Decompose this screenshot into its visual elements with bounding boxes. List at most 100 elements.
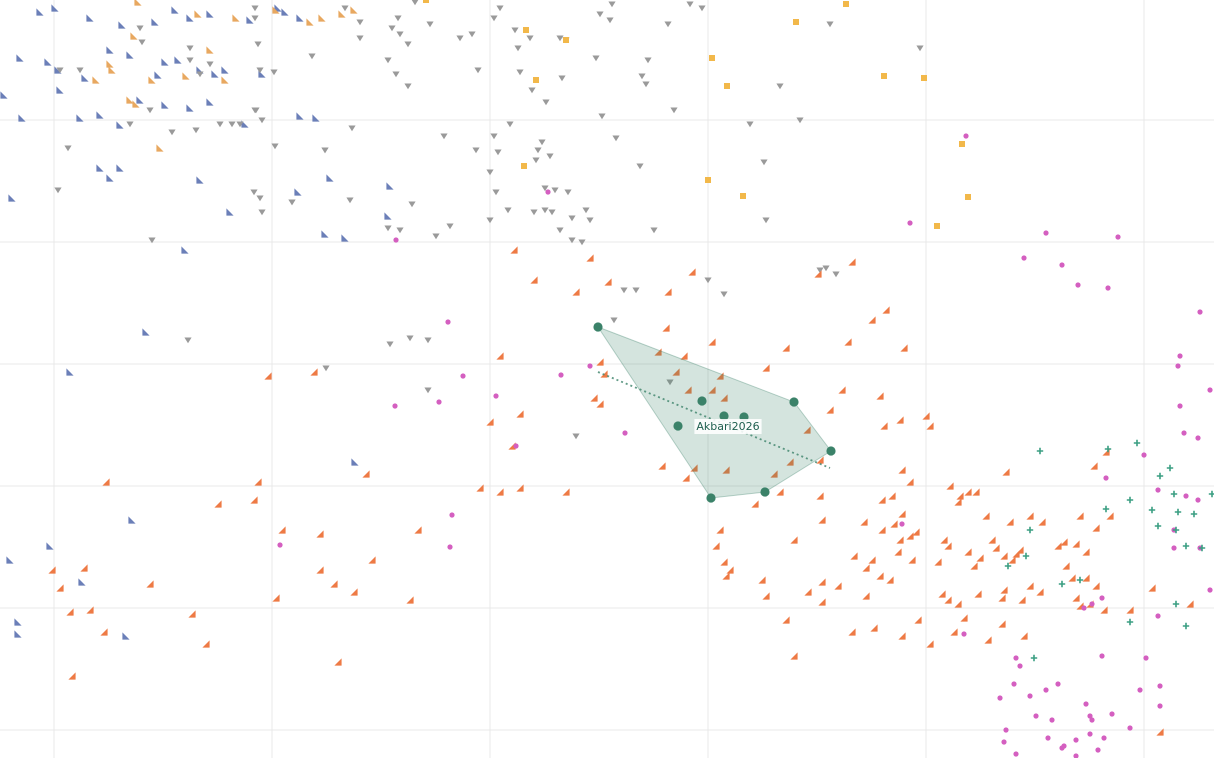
point-orange-tri-19 (596, 358, 604, 366)
point-orange-tri-small-1 (194, 10, 202, 18)
point-orange-tri-79 (272, 594, 280, 602)
point-gray-tri-18 (146, 107, 154, 114)
point-gray-tri-122 (832, 271, 840, 278)
point-orange-tri-49 (751, 500, 759, 508)
point-orange-tri-small-13 (221, 76, 229, 84)
point-gray-tri-7 (206, 61, 214, 68)
point-gray-tri-91 (486, 217, 494, 224)
point-gray-tri-94 (548, 209, 556, 216)
point-orange-tri-42 (690, 464, 698, 472)
point-gold-square-14 (965, 194, 971, 200)
point-orange-tri-51 (816, 492, 824, 500)
point-orange-tri-114 (876, 572, 884, 580)
point-teal-plus-9 (1174, 508, 1182, 516)
point-gray-tri-17 (228, 121, 236, 128)
point-gray-tri-82 (506, 121, 514, 128)
point-orange-tri-174 (848, 628, 856, 636)
point-orange-tri-135 (1060, 538, 1068, 546)
point-blue-tri-50 (8, 194, 16, 202)
point-magenta-dot-16 (392, 403, 398, 409)
point-orange-tri-167 (984, 636, 992, 644)
cluster-member-4[interactable] (673, 421, 683, 431)
point-orange-tri-136 (1072, 540, 1080, 548)
point-blue-tri-31 (136, 96, 144, 104)
point-magenta-dot-25 (1207, 387, 1213, 393)
point-orange-tri-100 (762, 592, 770, 600)
point-orange-tri-small-4 (306, 18, 314, 26)
point-gray-tri-95 (446, 223, 454, 230)
point-gray-tri-108 (386, 341, 394, 348)
point-magenta-dot-47 (1013, 655, 1019, 661)
point-teal-plus-23 (1182, 622, 1190, 630)
point-orange-tri-157 (1072, 594, 1080, 602)
point-magenta-dot-30 (1103, 475, 1109, 481)
point-orange-tri-59 (1090, 462, 1098, 470)
cluster-member-0[interactable] (593, 322, 603, 332)
point-gray-tri-49 (514, 45, 522, 52)
point-gray-tri-128 (826, 21, 834, 28)
cluster-hull[interactable] (596, 325, 832, 499)
point-gray-tri-24 (250, 189, 258, 196)
point-gray-tri-20 (192, 127, 200, 134)
point-gray-tri-93 (530, 209, 538, 216)
point-gray-tri-19 (168, 129, 176, 136)
point-gray-tri-81 (598, 113, 606, 120)
point-blue-tri-32 (161, 101, 169, 109)
point-gray-tri-129 (916, 45, 924, 52)
point-gray-tri-72 (638, 73, 646, 80)
cluster-member-7[interactable] (760, 487, 770, 497)
point-orange-tri-small-0 (134, 0, 142, 6)
point-magenta-dot-38 (1155, 613, 1161, 619)
point-blue-tri-59 (14, 630, 22, 638)
point-teal-plus-11 (1208, 490, 1214, 498)
point-blue-tri-25 (0, 91, 8, 99)
cluster-member-1[interactable] (697, 396, 707, 406)
point-orange-tri-45 (786, 458, 794, 466)
highlight-cluster[interactable]: Akbari2026 (593, 322, 836, 503)
point-orange-tri-5 (664, 288, 672, 296)
point-gray-tri-113 (610, 317, 618, 324)
point-orange-tri-137 (1082, 548, 1090, 556)
point-orange-tri-139 (1092, 524, 1100, 532)
cluster-member-2[interactable] (719, 411, 729, 421)
point-teal-plus-18 (1004, 562, 1012, 570)
cluster-member-5[interactable] (789, 397, 799, 407)
point-gray-tri-59 (551, 187, 559, 194)
point-magenta-dot-23 (1177, 353, 1183, 359)
point-blue-tri-28 (76, 114, 84, 122)
point-orange-tri-88 (476, 484, 484, 492)
point-blue-tri-40 (116, 164, 124, 172)
point-blue-tri-24 (258, 70, 266, 78)
point-orange-tri-129 (1008, 556, 1016, 564)
point-gold-square-12 (705, 177, 711, 183)
point-gray-tri-88 (472, 147, 480, 154)
point-gray-tri-71 (592, 55, 600, 62)
cluster-member-6[interactable] (826, 446, 836, 456)
point-blue-tri-51 (142, 328, 150, 336)
cluster-member-8[interactable] (706, 493, 716, 503)
point-orange-tri-164 (1156, 728, 1164, 736)
point-blue-tri-9 (274, 4, 282, 12)
point-orange-tri-3 (586, 254, 594, 262)
point-teal-plus-20 (1058, 580, 1066, 588)
point-orange-tri-111 (912, 528, 920, 536)
point-magenta-dot-7 (1105, 285, 1111, 291)
point-magenta-dot-53 (1055, 681, 1061, 687)
point-gray-tri-105 (252, 107, 260, 114)
point-teal-plus-12 (1154, 522, 1162, 530)
point-gray-tri-69 (608, 1, 616, 8)
point-blue-tri-1 (51, 4, 59, 12)
point-orange-tri-172 (898, 632, 906, 640)
point-blue-tri-13 (44, 58, 52, 66)
point-magenta-dot-19 (622, 430, 628, 436)
point-gray-tri-78 (664, 21, 672, 28)
point-magenta-dot-35 (1171, 545, 1177, 551)
point-gold-square-4 (563, 37, 569, 43)
point-gray-tri-65 (568, 237, 576, 244)
point-magenta-dot-52 (1043, 687, 1049, 693)
point-gray-tri-68 (596, 11, 604, 18)
point-magenta-dot-22 (277, 542, 283, 548)
point-gray-tri-50 (516, 69, 524, 76)
point-orange-tri-165 (1020, 632, 1028, 640)
point-gray-tri-31 (341, 5, 349, 12)
